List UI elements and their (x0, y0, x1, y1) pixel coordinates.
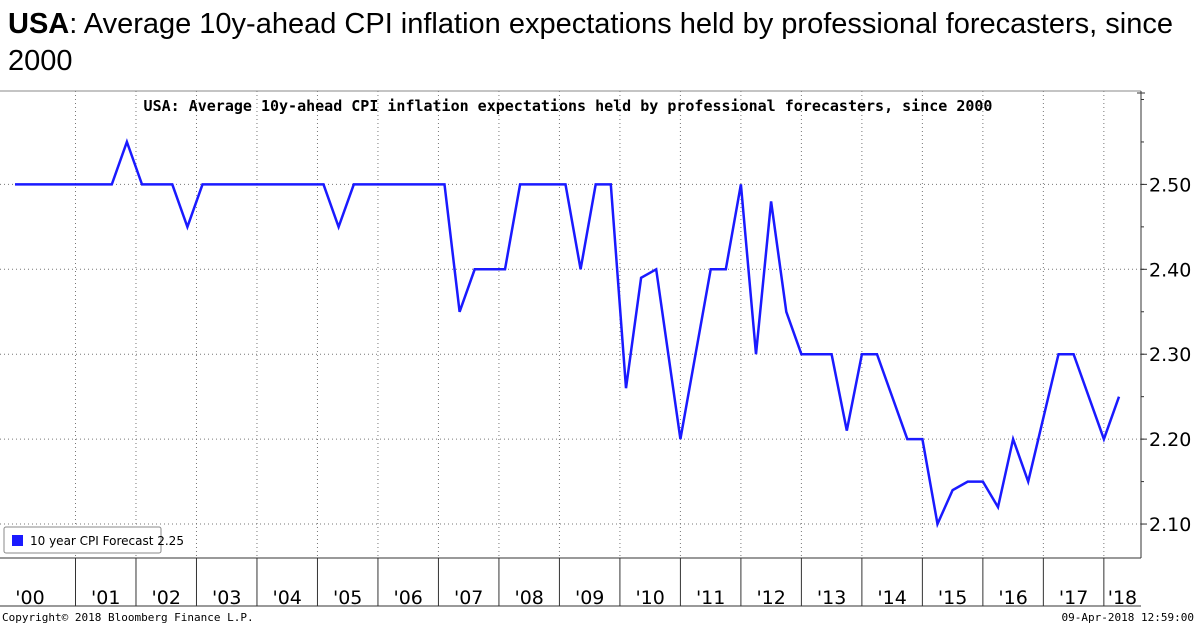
x-tick-label: '08 (514, 587, 543, 609)
x-tick-label: '01 (91, 587, 120, 609)
legend-swatch (12, 535, 23, 546)
x-tick-label: '10 (635, 587, 664, 609)
legend: 10 year CPI Forecast 2.25 (3, 526, 184, 554)
chart-title: USA: Average 10y-ahead CPI inflation exp… (144, 97, 993, 115)
chart-grid (0, 91, 1141, 558)
y-tick-label: 2.20 (1149, 429, 1191, 451)
x-tick-label: '04 (273, 587, 302, 609)
timestamp-text: 09-Apr-2018 12:59:00 (1061, 611, 1194, 624)
y-tick-label: 2.10 (1149, 514, 1191, 536)
page-heading: USA: Average 10y-ahead CPI inflation exp… (8, 6, 1188, 80)
heading-text: : Average 10y-ahead CPI inflation expect… (8, 8, 1173, 77)
x-tick-label: '14 (877, 587, 906, 609)
x-tick-label: '00 (15, 587, 44, 609)
x-tick-label: '11 (696, 587, 725, 609)
x-tick-label: '17 (1059, 587, 1088, 609)
x-tick-label: '12 (756, 587, 785, 609)
x-tick-label: '05 (333, 587, 362, 609)
y-tick-label: 2.50 (1149, 174, 1191, 196)
x-tick-label: '18 (1108, 587, 1137, 609)
x-tick-label: '15 (938, 587, 967, 609)
series-line (15, 138, 1121, 529)
y-tick-label: 2.40 (1149, 259, 1191, 281)
x-axis: '00 '01 '02 '03 '04 '05 '06 '07 '08 '09 '10 '11 '12 '… (15, 558, 1137, 609)
chart-frame (0, 90, 1142, 607)
heading-country: USA (8, 8, 70, 40)
x-tick-label: '09 (575, 587, 604, 609)
x-tick-label: '13 (817, 587, 846, 609)
copyright-text: Copyright© 2018 Bloomberg Finance L.P. (2, 611, 254, 624)
x-tick-label: '03 (212, 587, 241, 609)
series-group (15, 138, 1121, 529)
x-tick-label: '02 (152, 587, 181, 609)
y-tick-label: 2.30 (1149, 344, 1191, 366)
legend-label: 10 year CPI Forecast 2.25 (30, 534, 184, 548)
y-axis: 2.10 2.20 2.30 2.40 2.50 (1137, 92, 1191, 536)
x-tick-label: '06 (393, 587, 422, 609)
x-tick-label: '16 (998, 587, 1027, 609)
x-tick-label: '07 (454, 587, 483, 609)
legend-box (3, 526, 162, 554)
